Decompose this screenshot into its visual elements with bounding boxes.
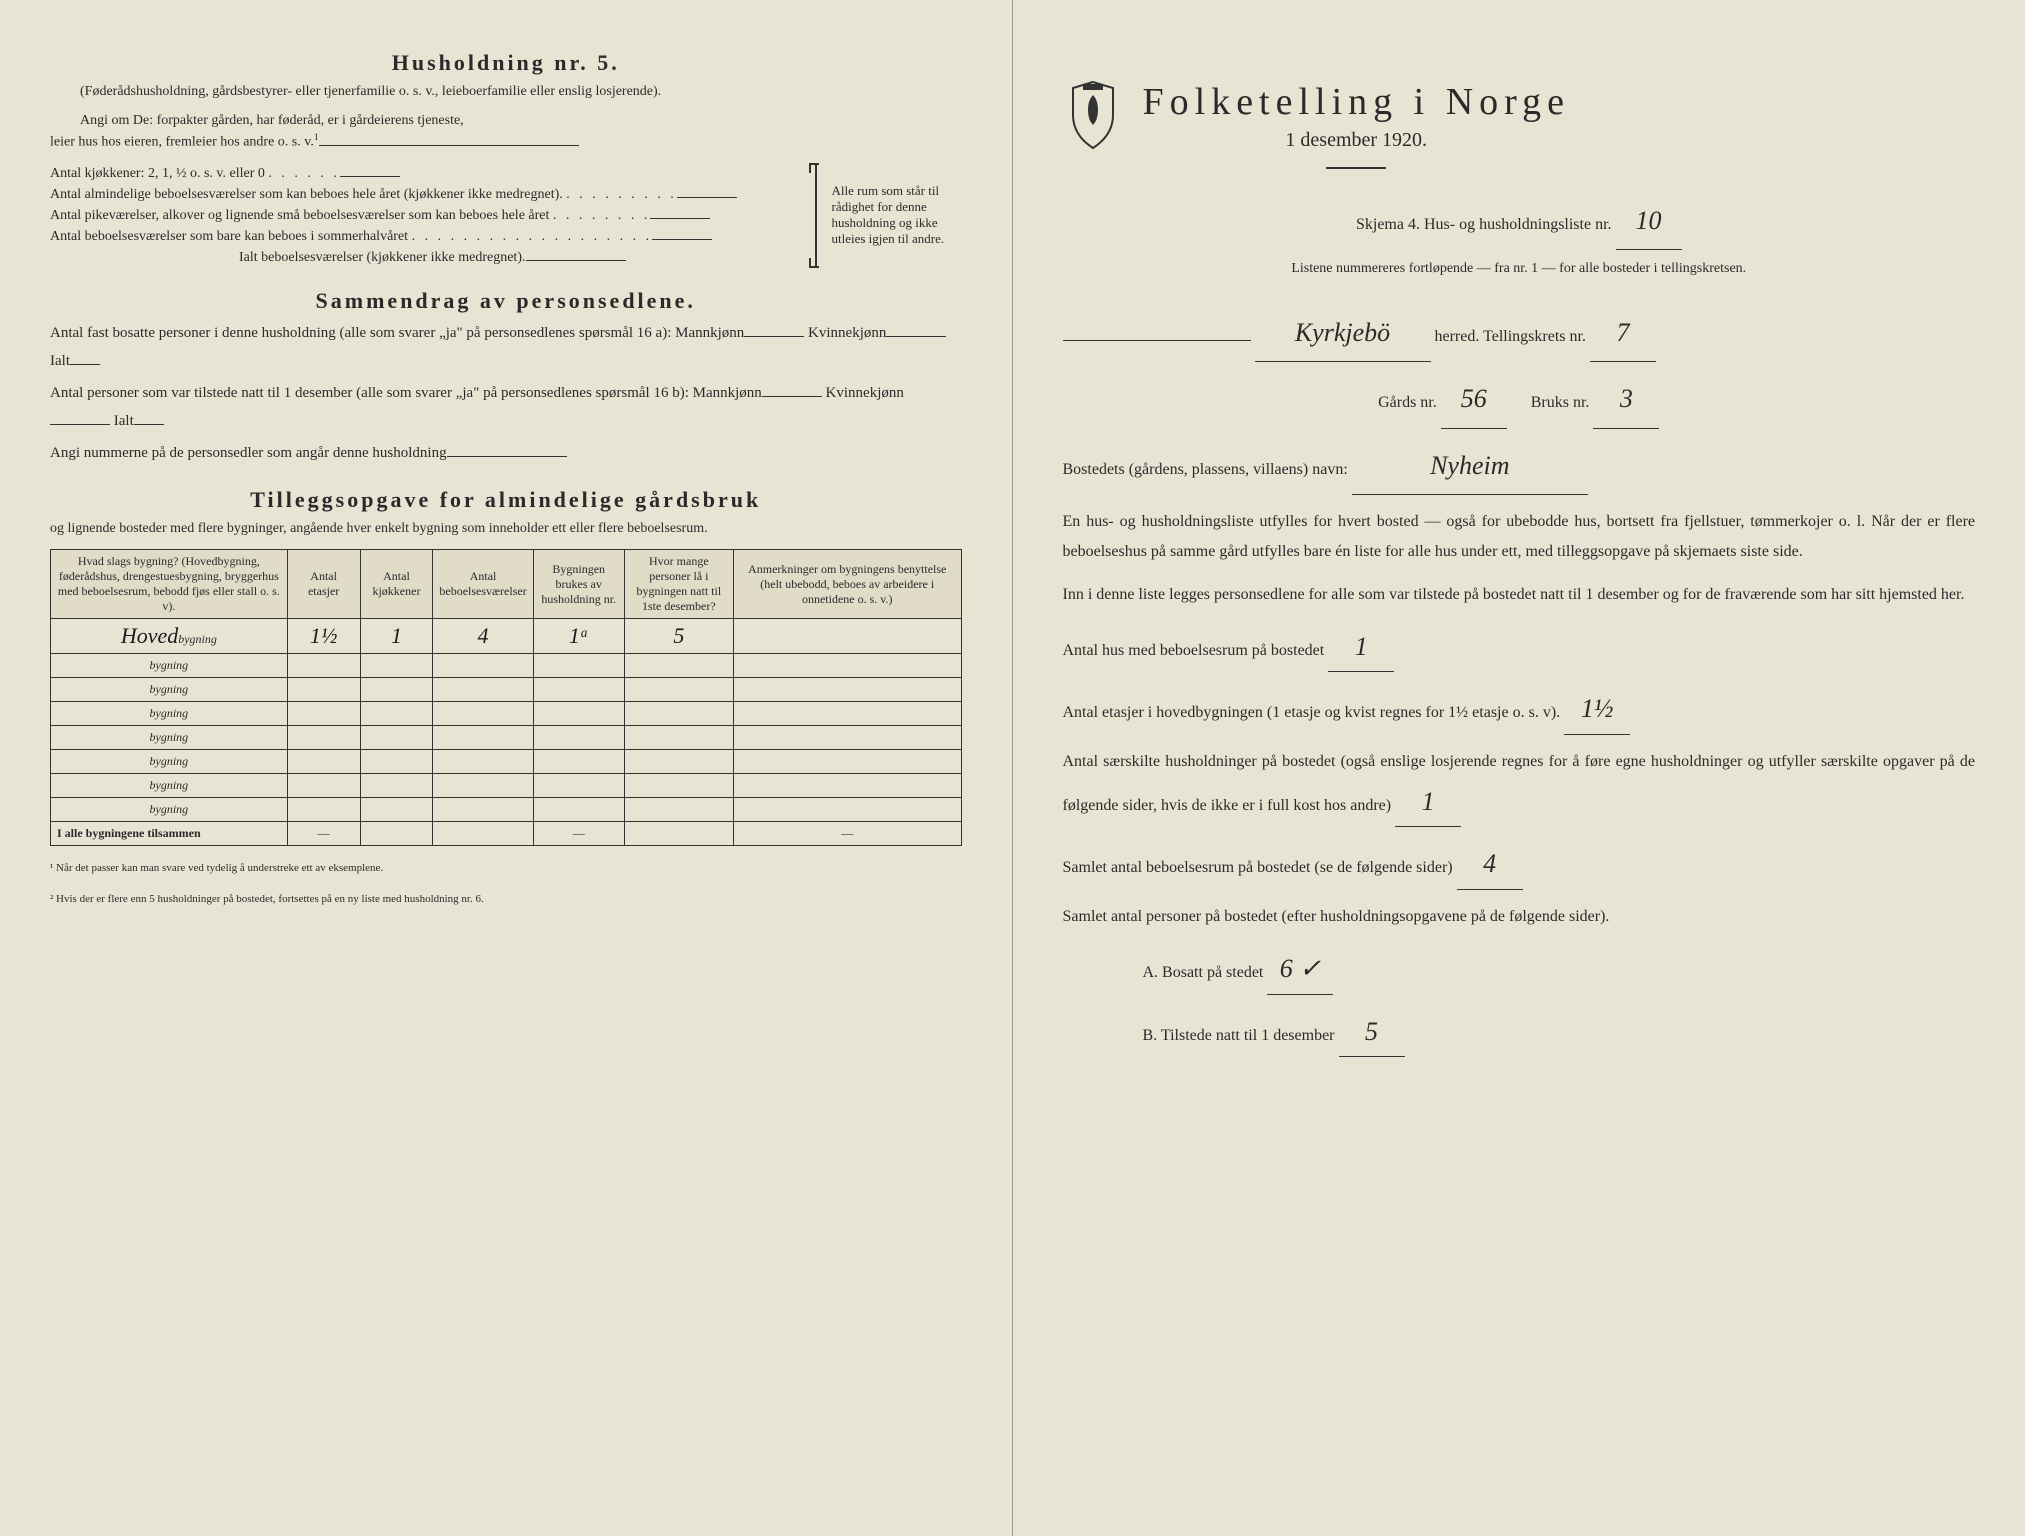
krets-nr: 7 [1590, 304, 1656, 362]
brace-note: Alle rum som står til rådighet for denne… [815, 163, 962, 268]
q1-val: 1 [1328, 622, 1394, 672]
table-row: bygning [51, 654, 962, 678]
herred-hw: Kyrkjebö [1255, 304, 1431, 362]
table-body: Hovedbygning 1½ 1 4 1ᵃ 5 bygning bygning… [51, 619, 962, 846]
col-4: Bygningen brukes av husholdning nr. [533, 550, 624, 619]
summary-line-3: Angi nummerne på de personsedler som ang… [50, 439, 962, 468]
col-3: Antal beboelsesværelser [433, 550, 533, 619]
q3: Antal særskilte husholdninger på bostede… [1063, 747, 1976, 828]
col-2: Antal kjøkkener [360, 550, 433, 619]
title-block: Folketelling i Norge 1 desember 1920. [1143, 80, 1571, 184]
rooms-total: Ialt beboelsesværelser (kjøkkener ikke m… [50, 247, 815, 268]
listene-line: Listene nummereres fortløpende — fra nr.… [1063, 258, 1976, 279]
skjema-line: Skjema 4. Hus- og husholdningsliste nr. … [1063, 192, 1976, 250]
rooms-line-2: Antal pikeværelser, alkover og lignende … [50, 205, 815, 226]
household-heading: Husholdning nr. 5. [50, 50, 962, 76]
cell-0-1: 1 [360, 619, 433, 654]
divider-icon [1326, 167, 1386, 169]
col-5: Hvor mange personer lå i bygningen natt … [624, 550, 733, 619]
rooms-brace-section: Antal kjøkkener: 2, 1, ½ o. s. v. eller … [50, 163, 962, 268]
table-row: bygning [51, 702, 962, 726]
cell-0-0: 1½ [287, 619, 360, 654]
cell-0-3: 1ᵃ [533, 619, 624, 654]
table-row: Hovedbygning 1½ 1 4 1ᵃ 5 [51, 619, 962, 654]
bosted-line: Bostedets (gårdens, plassens, villaens) … [1063, 437, 1976, 495]
table-row: bygning [51, 726, 962, 750]
main-title: Folketelling i Norge [1143, 80, 1571, 124]
rooms-line-1: Antal almindelige beboelsesværelser som … [50, 184, 815, 205]
bruks-nr: 3 [1593, 370, 1659, 428]
table-row: bygning [51, 798, 962, 822]
row-0-label: Hovedbygning [51, 619, 288, 654]
table-row: bygning [51, 750, 962, 774]
kitchens-line: Antal kjøkkener: 2, 1, ½ o. s. v. eller … [50, 163, 815, 184]
q5a-val: 6 ✓ [1267, 944, 1333, 994]
q4: Samlet antal beboelsesrum på bostedet (s… [1063, 839, 1976, 889]
indicate-line-2: leier hus hos eieren, fremleier hos andr… [50, 131, 962, 153]
cell-0-4: 5 [624, 619, 733, 654]
q5b-val: 5 [1339, 1007, 1405, 1057]
rooms-questions: Antal kjøkkener: 2, 1, ½ o. s. v. eller … [50, 163, 815, 268]
col-1: Antal etasjer [287, 550, 360, 619]
q5a: A. Bosatt på stedet 6 ✓ [1143, 944, 1976, 994]
cell-0-2: 4 [433, 619, 533, 654]
q3-val: 1 [1395, 777, 1461, 827]
q1: Antal hus med beboelsesrum på bostedet 1 [1063, 622, 1976, 672]
table-row: bygning [51, 678, 962, 702]
q2: Antal etasjer i hovedbygningen (1 etasje… [1063, 684, 1976, 734]
tillegg-heading: Tilleggsopgave for almindelige gårdsbruk [50, 487, 962, 513]
summary-heading: Sammendrag av personsedlene. [50, 288, 962, 314]
right-header: Folketelling i Norge 1 desember 1920. [1063, 80, 1976, 184]
table-row: bygning [51, 774, 962, 798]
q2-val: 1½ [1564, 684, 1630, 734]
q5b: B. Tilstede natt til 1 desember 5 [1143, 1007, 1976, 1057]
tillegg-sub: og lignende bosteder med flere bygninger… [50, 518, 962, 539]
footnote-2: ² Hvis der er flere enn 5 husholdninger … [50, 892, 962, 907]
indicate-line-1: Angi om De: forpakter gården, har føderå… [80, 110, 962, 131]
col-6: Anmerkninger om bygningens benyttelse (h… [733, 550, 961, 619]
coat-of-arms-icon [1063, 80, 1123, 150]
subtitle: 1 desember 1920. [1143, 129, 1571, 152]
herred-line: Kyrkjebö herred. Tellingskrets nr. 7 [1063, 304, 1976, 362]
q5: Samlet antal personer på bostedet (efter… [1063, 902, 1976, 932]
col-0: Hvad slags bygning? (Hovedbygning, føder… [51, 550, 288, 619]
summary-line-1: Antal fast bosatte personer i denne hush… [50, 319, 962, 376]
cell-0-5 [733, 619, 961, 654]
table-total-row: I alle bygningene tilsammen ——— [51, 822, 962, 846]
household-note: (Føderådshusholdning, gårdsbestyrer- ell… [80, 81, 962, 102]
rooms-line-3: Antal beboelsesværelser som bare kan beb… [50, 226, 815, 247]
summary-line-2: Antal personer som var tilstede natt til… [50, 379, 962, 436]
table-header-row: Hvad slags bygning? (Hovedbygning, føder… [51, 550, 962, 619]
gards-line: Gårds nr. 56 Bruks nr. 3 [1063, 370, 1976, 428]
intro-p2: Inn i denne liste legges personsedlene f… [1063, 580, 1976, 610]
right-page: Folketelling i Norge 1 desember 1920. Sk… [1013, 0, 2025, 1536]
building-table: Hvad slags bygning? (Hovedbygning, føder… [50, 549, 962, 846]
left-page: Husholdning nr. 5. (Føderådshusholdning,… [0, 0, 1013, 1536]
intro-p1: En hus- og husholdningsliste utfylles fo… [1063, 507, 1976, 568]
footnote-1: ¹ Når det passer kan man svare ved tydel… [50, 861, 962, 876]
total-label: I alle bygningene tilsammen [51, 822, 288, 846]
document-spread: Husholdning nr. 5. (Føderådshusholdning,… [0, 0, 2025, 1536]
gards-nr: 56 [1441, 370, 1507, 428]
skjema-nr: 10 [1616, 192, 1682, 250]
bosted-hw: Nyheim [1352, 437, 1588, 495]
q4-val: 4 [1457, 839, 1523, 889]
